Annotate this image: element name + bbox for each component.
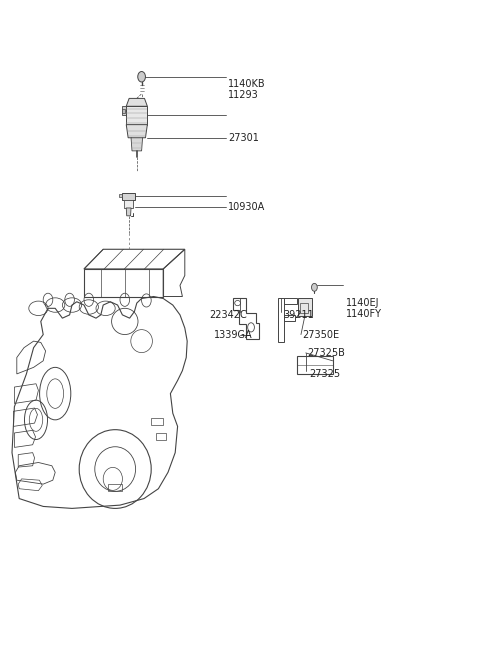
Text: 1339GA: 1339GA — [214, 329, 252, 340]
Polygon shape — [119, 194, 122, 197]
Polygon shape — [126, 208, 131, 216]
Polygon shape — [122, 193, 135, 200]
Text: 22342C: 22342C — [209, 310, 247, 320]
Text: 1140EJ: 1140EJ — [346, 298, 379, 308]
Text: 27325: 27325 — [310, 369, 341, 379]
Text: 11293: 11293 — [228, 90, 259, 100]
Text: 39211: 39211 — [283, 310, 314, 320]
Text: 1140FY: 1140FY — [346, 309, 382, 319]
Text: 27350E: 27350E — [302, 329, 339, 340]
Text: 27301: 27301 — [228, 133, 259, 143]
Polygon shape — [122, 109, 125, 113]
Text: 10930A: 10930A — [228, 201, 265, 212]
Polygon shape — [126, 125, 147, 138]
Polygon shape — [122, 106, 126, 115]
Circle shape — [138, 72, 145, 82]
Polygon shape — [126, 106, 147, 125]
Circle shape — [312, 283, 317, 291]
Polygon shape — [131, 138, 143, 151]
Text: 1140KB: 1140KB — [228, 79, 265, 89]
Polygon shape — [126, 98, 147, 106]
Polygon shape — [298, 298, 312, 316]
Text: 27325B: 27325B — [307, 348, 345, 358]
